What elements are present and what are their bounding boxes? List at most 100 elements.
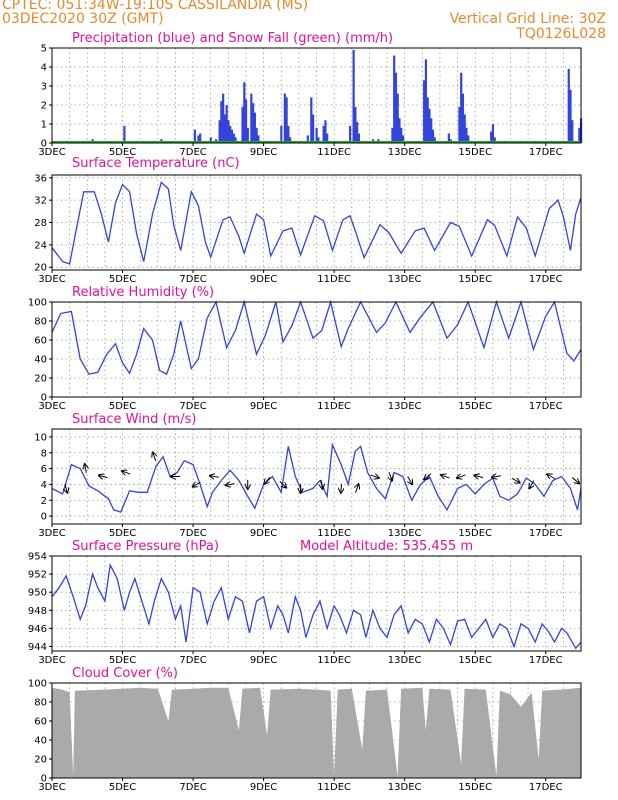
y-tick-label: 5 <box>41 44 47 55</box>
header: CPTEC: 051:34W-19:10S CASSILANDIA (MS) 0… <box>0 0 618 48</box>
y-tick-label: 3 <box>41 82 47 93</box>
panel-6: 0 20 40 60 80 100 3DEC 5DEC 7DEC 9DEC 11DEC 13DEC 15… <box>28 666 582 793</box>
wind-arrow <box>356 484 359 493</box>
y-tick-label: 80 <box>34 698 47 709</box>
x-tick-label: 7DEC <box>179 274 206 285</box>
panel-1: 0 1 2 3 4 5 3DEC 5DEC 7DEC 9DEC 11DEC 13DEC 15DEC 17D… <box>38 31 583 158</box>
y-tick-label: 100 <box>28 679 47 690</box>
x-tick-label: 3DEC <box>38 401 65 412</box>
wind-arrow <box>210 476 219 478</box>
precip-bar <box>354 106 357 143</box>
y-tick-label: 100 <box>28 298 47 309</box>
precip-bar <box>431 129 435 143</box>
x-tick-label: 11DEC <box>317 782 351 793</box>
precip-bar <box>287 125 290 143</box>
panel-5: 944 946 948 950 952 954 3DEC 5DEC 7DEC 9DEC 11DEC 1… <box>28 539 582 666</box>
series-line <box>51 181 582 265</box>
precip-bar <box>289 137 292 143</box>
wind-arrow <box>511 478 520 483</box>
y-tick-label: 944 <box>28 642 47 653</box>
precip-bar <box>306 135 309 143</box>
x-tick-label: 13DEC <box>388 528 422 539</box>
precip-bar <box>197 135 200 143</box>
precip-bar <box>324 120 327 143</box>
y-tick-label: 6 <box>41 464 47 475</box>
y-tick-label: 1 <box>41 120 47 131</box>
x-tick-label: 7DEC <box>179 782 206 793</box>
x-tick-label: 3DEC <box>38 528 65 539</box>
y-tick-label: 28 <box>34 218 47 229</box>
precip-bar <box>225 105 228 143</box>
wind-arrow <box>457 475 466 478</box>
x-tick-label: 17DEC <box>529 147 563 158</box>
wind-arrow <box>370 475 378 478</box>
y-tick-label: 40 <box>34 355 47 366</box>
precip-bar <box>285 97 288 143</box>
wind-arrow <box>529 480 534 489</box>
precip-bar <box>227 120 230 143</box>
plot-frame <box>51 428 582 525</box>
x-tick-label: 9DEC <box>250 528 277 539</box>
panel-title: Cloud Cover (%) <box>72 666 178 681</box>
series-line <box>51 299 582 376</box>
precip-bar <box>232 133 235 143</box>
x-tick-label: 9DEC <box>250 655 277 666</box>
vertical-grid-note: Vertical Grid Line: 30Z <box>449 11 606 27</box>
wind-arrow <box>153 452 156 462</box>
y-tick-label: 20 <box>34 263 47 274</box>
precip-bar <box>193 129 197 143</box>
precip-bar <box>220 101 223 143</box>
wind-arrow <box>474 475 484 477</box>
precip-bar <box>317 137 320 143</box>
precip-bar <box>252 103 255 143</box>
station-info: CPTEC: 051:34W-19:10S CASSILANDIA (MS) <box>2 0 309 13</box>
y-tick-label: 0 <box>41 774 47 785</box>
run-date: 03DEC2020 30Z (GMT) <box>2 11 164 27</box>
x-tick-label: 11DEC <box>317 401 351 412</box>
x-tick-label: 13DEC <box>388 401 422 412</box>
precip-bar <box>123 125 126 143</box>
x-tick-label: 15DEC <box>458 782 492 793</box>
precip-bar <box>493 137 496 143</box>
precip-bar <box>229 125 232 143</box>
precip-bar <box>246 127 249 143</box>
precip-bar <box>393 55 396 143</box>
wind-arrow <box>279 480 286 487</box>
wind-arrow <box>193 482 201 487</box>
precip-bar <box>283 93 286 143</box>
y-tick-label: 4 <box>41 63 47 74</box>
x-tick-label: 15DEC <box>458 274 492 285</box>
precip-bar <box>315 127 318 143</box>
x-tick-label: 15DEC <box>458 401 492 412</box>
x-tick-label: 5DEC <box>109 782 136 793</box>
precip-bar <box>391 127 394 143</box>
precip-bar <box>234 137 237 143</box>
precip-bar <box>209 137 212 143</box>
y-tick-label: 32 <box>34 196 47 207</box>
y-tick-label: 954 <box>28 552 47 563</box>
y-tick-label: 60 <box>34 336 47 347</box>
x-tick-label: 9DEC <box>250 401 277 412</box>
panel-title: Relative Humidity (%) <box>72 285 214 300</box>
x-tick-label: 11DEC <box>317 528 351 539</box>
precip-bar <box>569 89 572 143</box>
precip-bar <box>255 127 258 143</box>
series-line <box>51 442 582 513</box>
precip-bar <box>243 82 246 143</box>
precip-bar <box>199 133 202 143</box>
x-tick-label: 9DEC <box>250 782 277 793</box>
y-tick-label: 0 <box>41 512 47 523</box>
plot-frame <box>51 555 582 652</box>
x-tick-label: 17DEC <box>529 782 563 793</box>
x-tick-label: 7DEC <box>179 528 206 539</box>
precip-bar <box>424 59 428 143</box>
precip-bar <box>222 93 225 143</box>
x-tick-label: 3DEC <box>38 147 65 158</box>
precip-bar <box>426 97 429 143</box>
precip-bar <box>352 49 355 143</box>
wind-arrow <box>264 476 271 484</box>
precip-bar <box>463 114 466 143</box>
wind-arrow <box>547 474 556 479</box>
precip-bar <box>356 122 359 143</box>
y-tick-label: 10 <box>34 432 47 443</box>
